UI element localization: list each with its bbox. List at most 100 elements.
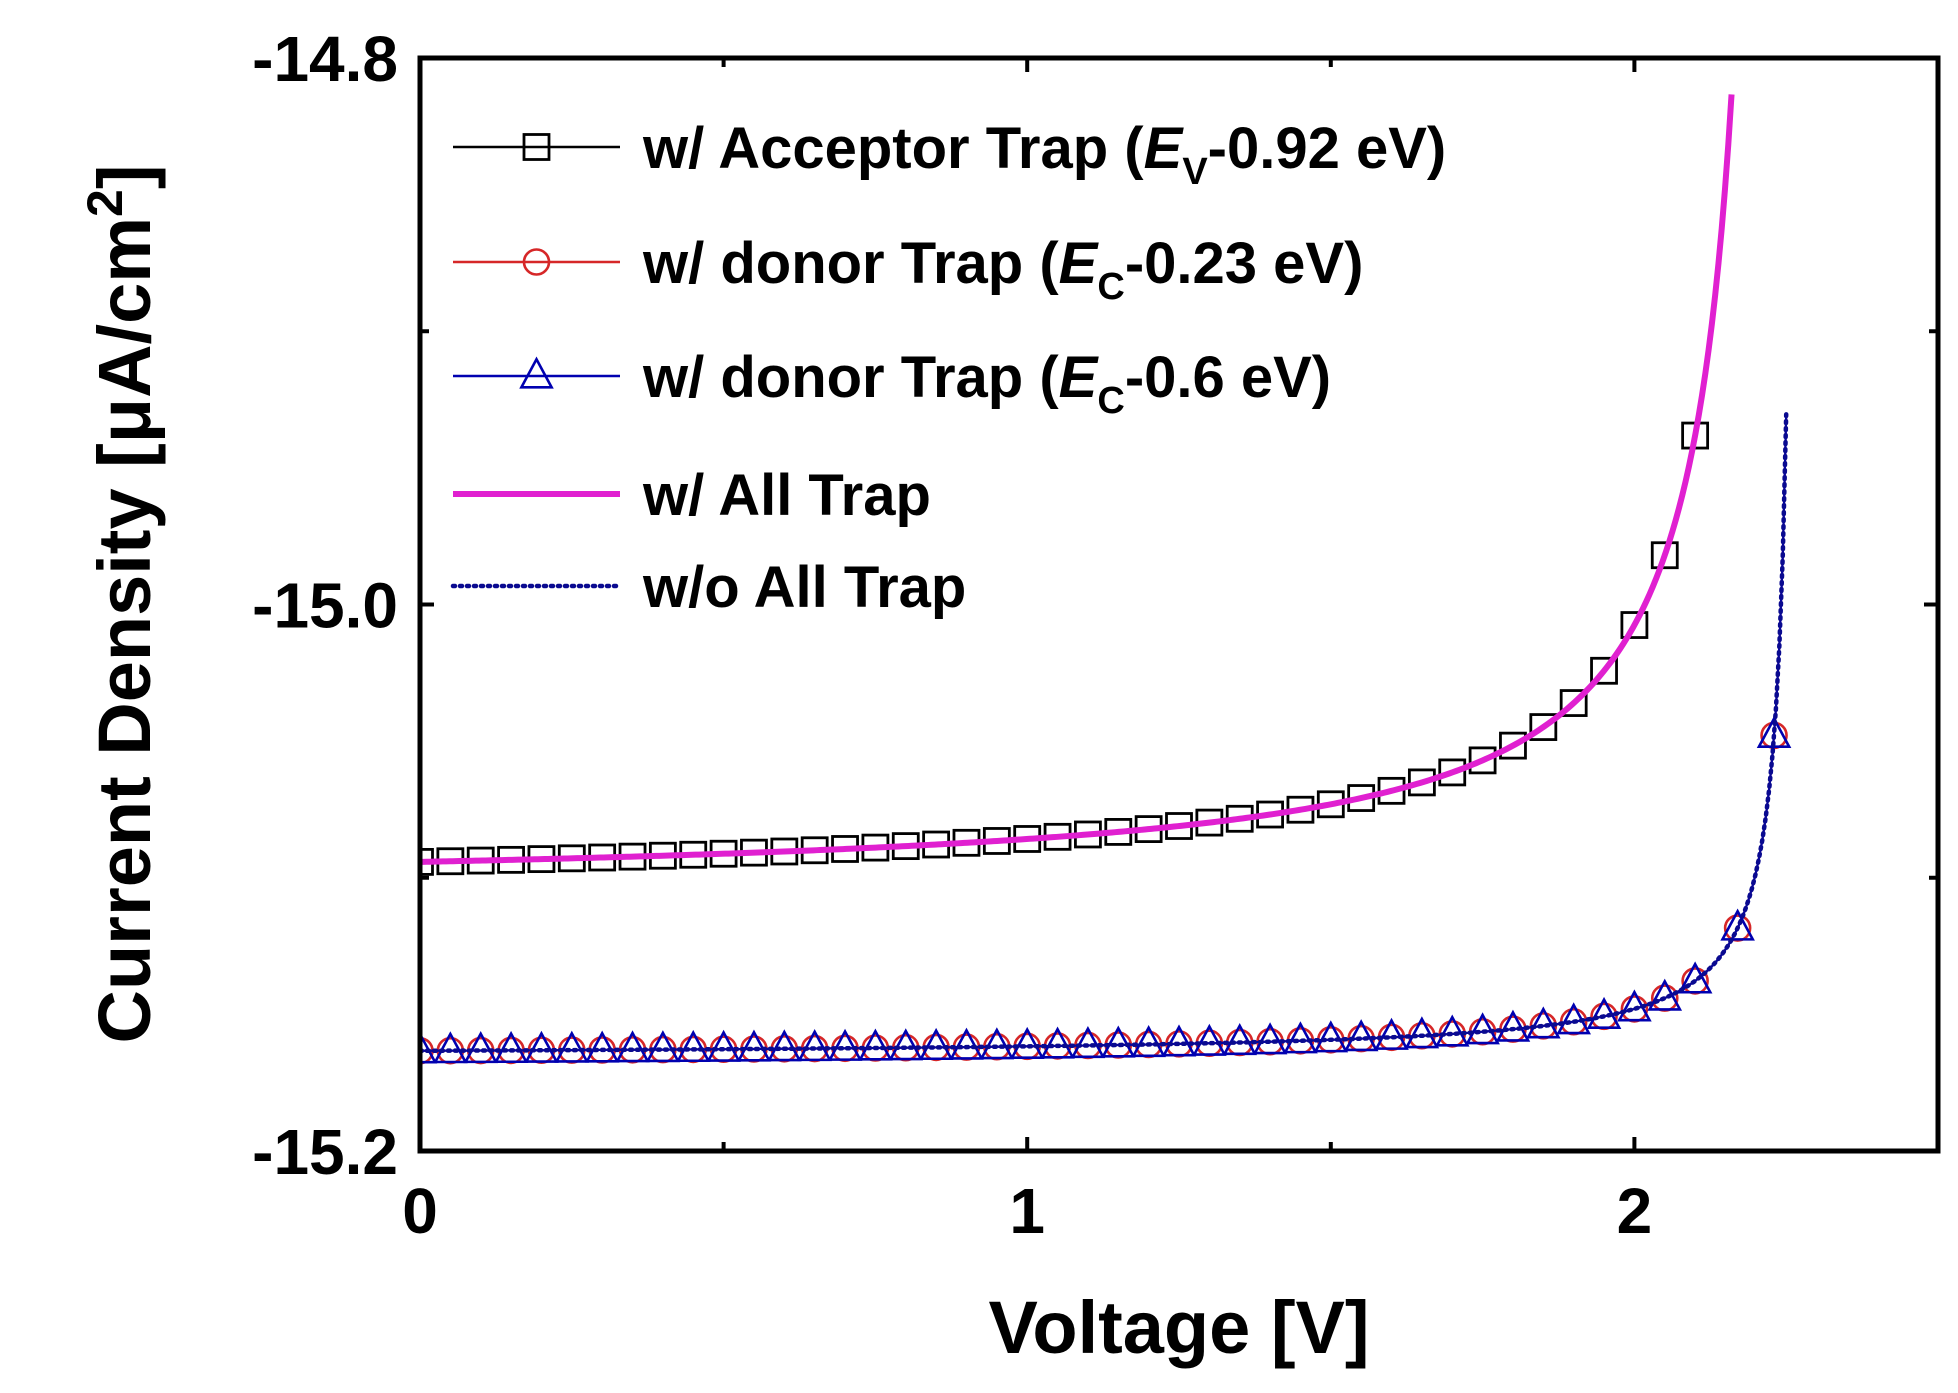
- x-tick-label: 0: [402, 1175, 438, 1247]
- legend-label: w/ donor Trap (EC-0.6 eV): [642, 345, 1331, 422]
- marker-triangle: [1526, 1006, 1561, 1039]
- series-line-alltrap: [420, 94, 1735, 865]
- series-line-donor023: [420, 414, 1788, 1052]
- series-alltrap: [420, 94, 1735, 865]
- series-donor023: [420, 414, 1788, 1065]
- marker-square: [1377, 776, 1406, 805]
- marker-square: [1407, 768, 1436, 797]
- legend-label: w/o All Trap: [642, 555, 966, 620]
- marker-triangle: [736, 1029, 772, 1062]
- marker-triangle: [1161, 1024, 1197, 1057]
- marker-square: [1499, 731, 1527, 760]
- marker-triangle: [1283, 1021, 1318, 1054]
- marker-square: [1590, 656, 1618, 685]
- legend-item-acceptor: w/ Acceptor Trap (EV-0.92 eV): [453, 116, 1446, 193]
- legend-item-donor06: w/ donor Trap (EC-0.6 eV): [453, 345, 1331, 422]
- marker-square: [1529, 713, 1558, 741]
- y-tick-label: -15.2: [252, 1116, 398, 1188]
- marker-triangle: [918, 1027, 954, 1061]
- marker-triangle: [949, 1027, 984, 1060]
- legend-marker-circle: [522, 248, 551, 276]
- legend-label-subscript: C: [1097, 266, 1124, 308]
- series-notrap: [420, 412, 1789, 1054]
- marker-triangle: [615, 1030, 650, 1063]
- series-line-donor06: [420, 414, 1788, 1052]
- legend-label: w/ Acceptor Trap (EV-0.92 eV): [642, 116, 1446, 193]
- marker-square: [1438, 758, 1467, 787]
- y-tick-labels: -14.8 -15.0 -15.2: [252, 23, 398, 1188]
- marker-triangle: [1040, 1026, 1075, 1059]
- legend-label: w/ All Trap: [642, 463, 931, 528]
- series-layer: [420, 94, 1792, 1065]
- marker-triangle: [1313, 1020, 1349, 1053]
- marker-square: [1620, 611, 1649, 639]
- marker-triangle: [1374, 1017, 1409, 1050]
- marker-triangle: [493, 1030, 529, 1064]
- marker-triangle: [1131, 1024, 1166, 1058]
- marker-triangle: [858, 1028, 893, 1061]
- marker-triangle: [979, 1027, 1015, 1060]
- marker-triangle: [888, 1028, 924, 1061]
- legend-label-text: w/ Acceptor Trap (: [642, 116, 1144, 181]
- marker-triangle: [1252, 1022, 1288, 1055]
- legend-item-donor023: w/ donor Trap (EC-0.23 eV): [453, 231, 1363, 308]
- marker-triangle: [463, 1031, 499, 1064]
- legend-label-symbol: E: [1059, 345, 1100, 410]
- legend-label-text: w/ donor Trap (: [642, 345, 1059, 410]
- marker-triangle: [645, 1030, 681, 1063]
- legend-label: w/ donor Trap (EC-0.23 eV): [642, 231, 1363, 308]
- legend-label-symbol: E: [1144, 116, 1185, 181]
- legend-label-symbol: E: [1059, 231, 1100, 296]
- x-tick-label: 2: [1617, 1175, 1653, 1247]
- marker-square: [1650, 541, 1679, 570]
- marker-triangle: [1434, 1014, 1470, 1047]
- marker-triangle: [524, 1030, 559, 1063]
- series-donor06: [420, 414, 1792, 1064]
- marker-triangle: [706, 1029, 741, 1062]
- legend: w/ Acceptor Trap (EV-0.92 eV)w/ donor Tr…: [450, 116, 1446, 620]
- marker-square: [1559, 689, 1588, 717]
- marker-triangle: [767, 1029, 802, 1062]
- marker-triangle: [1720, 908, 1755, 941]
- marker-triangle: [1677, 961, 1713, 994]
- marker-triangle: [1222, 1023, 1258, 1056]
- marker-triangle: [1009, 1026, 1045, 1059]
- series-line-notrap: [420, 412, 1789, 1054]
- marker-triangle: [433, 1031, 468, 1064]
- y-axis-title: Current Density [μA/cm2]: [77, 164, 166, 1043]
- legend-label-subscript: V: [1182, 151, 1208, 193]
- marker-triangle: [584, 1030, 620, 1063]
- x-tick-labels: 0 1 2: [402, 1175, 1652, 1247]
- marker-triangle: [420, 1031, 438, 1064]
- legend-marker-square: [522, 133, 551, 161]
- legend-item-alltrap: w/ All Trap: [453, 463, 931, 528]
- legend-label-text: w/o All Trap: [642, 555, 966, 620]
- series-line-acceptor: [420, 359, 1709, 863]
- legend-marker-triangle: [519, 356, 554, 389]
- ticks-layer: [418, 56, 1938, 1153]
- y-axis-title-close: ]: [83, 164, 166, 189]
- x-tick-label: 1: [1009, 1175, 1045, 1247]
- legend-label-suffix: -0.6 eV): [1125, 345, 1331, 410]
- marker-triangle: [797, 1029, 832, 1062]
- x-axis-title: Voltage [V]: [989, 1286, 1370, 1369]
- legend-label-subscript: C: [1097, 380, 1124, 422]
- legend-label-text: w/ donor Trap (: [642, 231, 1059, 296]
- marker-triangle: [1192, 1023, 1227, 1056]
- y-tick-label: -14.8: [252, 23, 398, 95]
- marker-triangle: [1343, 1019, 1379, 1052]
- y-tick-label: -15.0: [252, 570, 398, 642]
- marker-triangle: [1404, 1016, 1440, 1049]
- legend-label-suffix: -0.92 eV): [1208, 116, 1447, 181]
- marker-triangle: [554, 1030, 590, 1063]
- marker-square: [1468, 746, 1497, 775]
- y-axis-title-main: Current Density [: [83, 443, 166, 1043]
- y-axis-title-unit: μA/cm: [83, 217, 166, 443]
- legend-item-notrap: w/o All Trap: [450, 555, 966, 620]
- marker-triangle: [1070, 1025, 1106, 1059]
- marker-triangle: [675, 1029, 711, 1063]
- marker-triangle: [827, 1028, 863, 1061]
- marker-triangle: [1100, 1025, 1136, 1058]
- legend-label-text: w/ All Trap: [642, 463, 931, 528]
